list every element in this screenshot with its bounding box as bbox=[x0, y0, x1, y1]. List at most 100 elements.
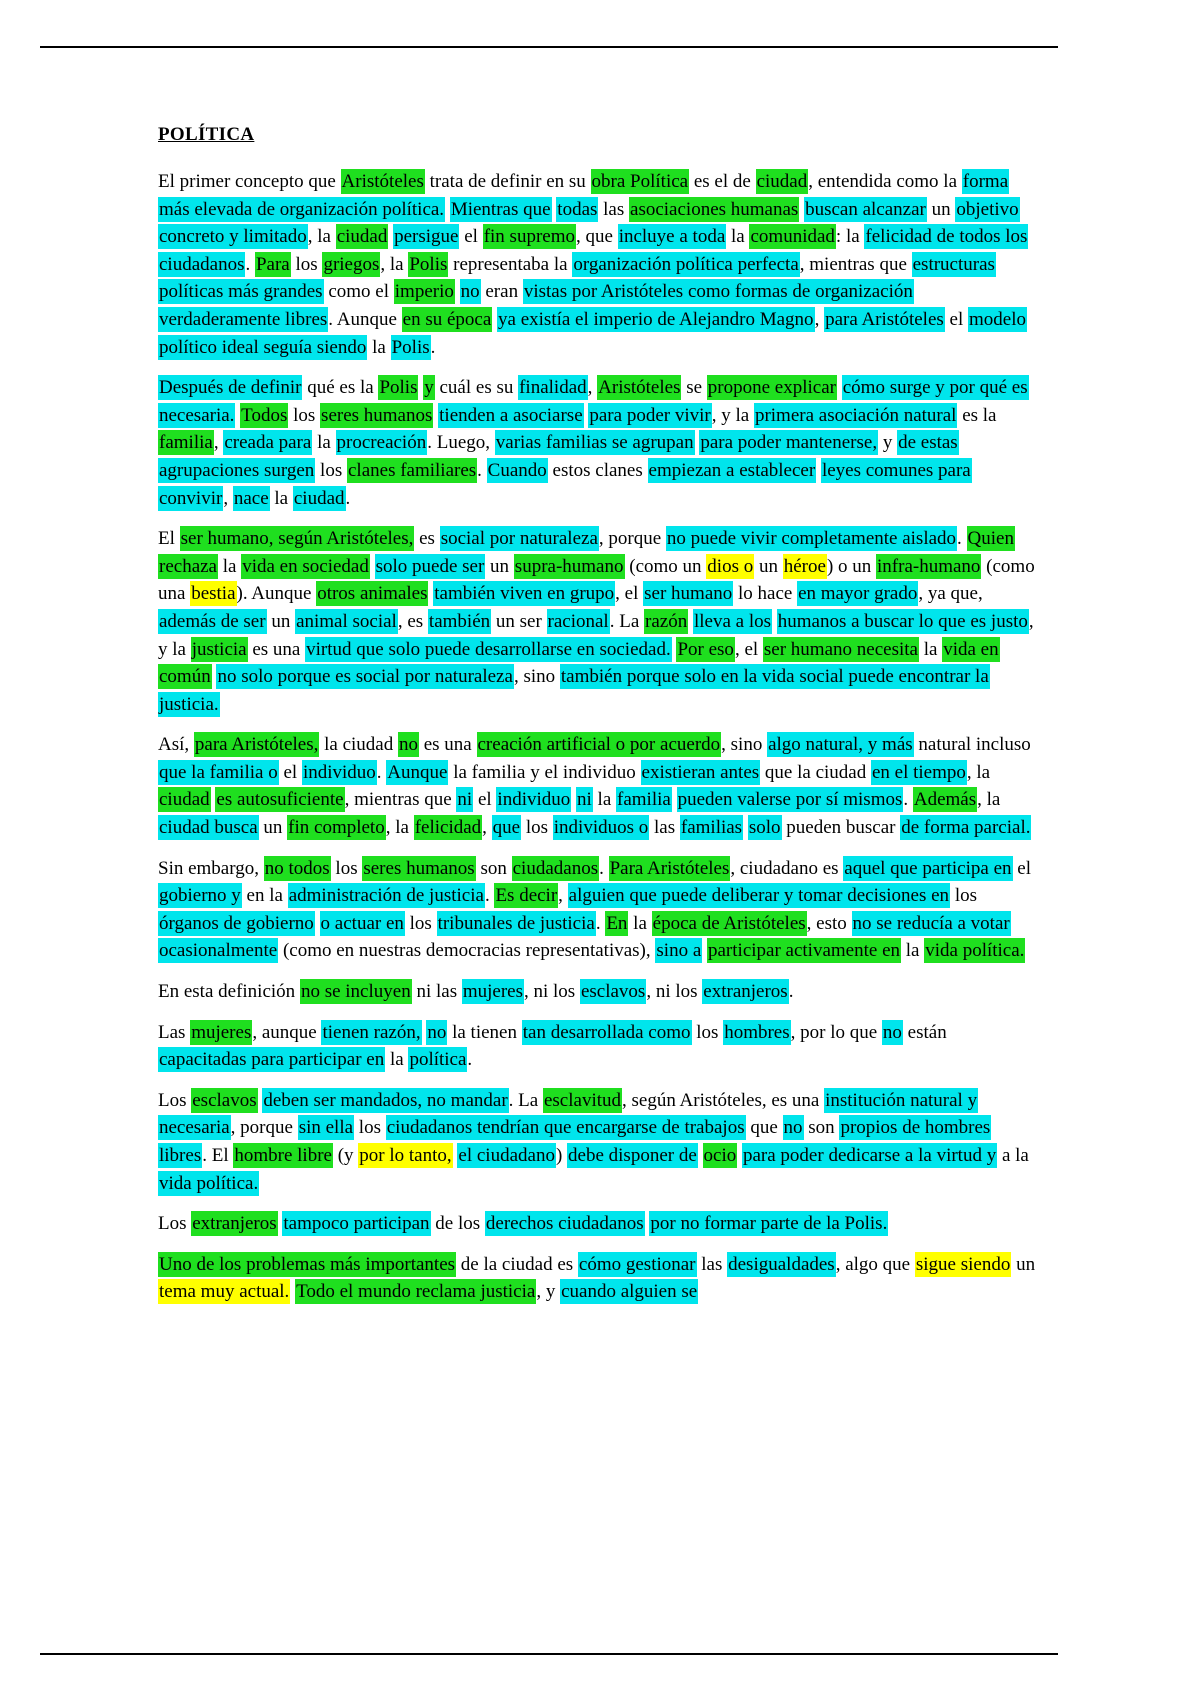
plain-text: y bbox=[878, 432, 898, 454]
plain-text: un bbox=[754, 555, 783, 577]
plain-text: . bbox=[245, 253, 255, 275]
highlight-cyan: administración de justicia bbox=[287, 883, 485, 909]
highlight-yellow: sigue siendo bbox=[914, 1251, 1012, 1277]
plain-text: . bbox=[788, 981, 794, 1003]
paragraph-3: El ser humano, según Aristóteles, es soc… bbox=[158, 525, 1038, 718]
plain-text: es el de bbox=[689, 171, 756, 192]
highlight-green: ser humano necesita bbox=[762, 636, 919, 662]
highlight-green: Polis bbox=[408, 251, 449, 277]
plain-text: , ni los bbox=[646, 981, 703, 1003]
highlight-green: hombre libre bbox=[233, 1143, 333, 1168]
plain-text: los bbox=[404, 912, 437, 934]
plain-text: , algo que bbox=[835, 1253, 915, 1275]
plain-text: la tienen bbox=[447, 1021, 522, 1043]
plain-text: , bbox=[558, 885, 568, 907]
plain-text: la ciudad bbox=[319, 734, 398, 756]
plain-text: , bbox=[223, 487, 233, 509]
plain-text: el bbox=[473, 789, 497, 811]
plain-text: que bbox=[745, 1117, 783, 1139]
plain-text: , ni los bbox=[524, 981, 580, 1003]
plain-text: , la bbox=[966, 761, 991, 783]
paragraph-2: Después de definir qué es la Polis y cuá… bbox=[158, 374, 1038, 512]
highlight-green: en su época bbox=[401, 306, 493, 332]
highlight-yellow: bestia bbox=[190, 581, 237, 607]
plain-text: los bbox=[290, 253, 323, 275]
plain-text: El primer concepto que bbox=[158, 171, 341, 192]
highlight-green: Polis bbox=[378, 375, 419, 401]
highlight-green: asociaciones humanas bbox=[629, 196, 800, 222]
plain-text: las bbox=[696, 1253, 728, 1275]
highlight-cyan: persigue bbox=[393, 224, 460, 250]
highlight-green: razón bbox=[644, 608, 689, 634]
plain-text: (como una bbox=[158, 555, 1035, 605]
plain-text: de la ciudad es bbox=[456, 1253, 578, 1275]
highlight-cyan: debe disponer de bbox=[567, 1143, 698, 1168]
paragraph-5: Sin embargo, no todos los seres humanos … bbox=[158, 855, 1038, 965]
plain-text: los bbox=[354, 1117, 386, 1139]
plain-text: , sino bbox=[513, 666, 560, 688]
plain-text: el bbox=[278, 761, 302, 783]
plain-text: están bbox=[902, 1021, 947, 1043]
plain-text: qué es la bbox=[302, 377, 379, 399]
plain-text: , por lo que bbox=[790, 1021, 882, 1043]
highlight-cyan: tienden a asociarse bbox=[438, 402, 584, 428]
plain-text: la bbox=[218, 555, 242, 577]
highlight-cyan: por no formar parte de la Polis. bbox=[649, 1211, 889, 1237]
plain-text: trata de definir en su bbox=[424, 171, 591, 192]
plain-text: , la bbox=[385, 817, 414, 839]
plain-text: lo hace bbox=[733, 583, 798, 605]
highlight-green: supra-humano bbox=[513, 553, 625, 579]
highlight-green: ciudad bbox=[335, 224, 389, 250]
plain-text: El bbox=[158, 528, 180, 550]
highlight-cyan: alguien que puede deliberar y tomar deci… bbox=[567, 883, 951, 909]
plain-text: , según Aristóteles, es una bbox=[622, 1089, 825, 1111]
highlight-cyan: o actuar en bbox=[319, 910, 405, 936]
highlight-green: ciudad bbox=[158, 787, 211, 813]
plain-text: . El bbox=[202, 1145, 234, 1166]
plain-text: , mientras que bbox=[344, 789, 457, 811]
highlight-cyan: ni bbox=[456, 787, 474, 813]
highlight-cyan: de forma parcial. bbox=[900, 815, 1032, 841]
plain-text: la bbox=[592, 789, 617, 811]
plain-text: en la bbox=[241, 885, 288, 907]
highlight-cyan: derechos ciudadanos bbox=[484, 1211, 645, 1237]
highlight-cyan: vida política. bbox=[158, 1170, 260, 1196]
highlight-green: esclavos bbox=[191, 1087, 258, 1113]
plain-text: los bbox=[288, 404, 321, 426]
paragraph-8: Los esclavos deben ser mandados, no mand… bbox=[158, 1087, 1038, 1197]
highlight-cyan: para poder vivir bbox=[588, 402, 712, 428]
highlight-green: esclavitud bbox=[542, 1087, 622, 1113]
plain-text: los bbox=[950, 885, 977, 907]
highlight-cyan: incluye a toda bbox=[617, 224, 727, 250]
highlight-green: Aristóteles bbox=[340, 169, 425, 194]
highlight-cyan: social por naturaleza bbox=[439, 526, 599, 552]
plain-text: , ya que, bbox=[918, 583, 983, 605]
highlight-green: Para bbox=[254, 251, 291, 277]
plain-text bbox=[455, 281, 460, 302]
plain-text: estos clanes bbox=[547, 459, 648, 481]
highlight-cyan: virtud que solo puede desarrollarse en s… bbox=[305, 636, 672, 662]
plain-text: un ser bbox=[491, 610, 547, 632]
plain-text: de los bbox=[430, 1213, 485, 1235]
highlight-green: mujeres bbox=[190, 1019, 253, 1045]
highlight-cyan: tienen razón, bbox=[321, 1019, 422, 1045]
highlight-cyan: individuos o bbox=[552, 815, 650, 841]
highlight-green: Uno de los problemas más importantes bbox=[158, 1251, 457, 1277]
plain-text: Los bbox=[158, 1089, 192, 1111]
plain-text: . bbox=[345, 487, 351, 509]
plain-text: cuál es su bbox=[434, 377, 519, 399]
highlight-cyan: nace bbox=[232, 485, 270, 511]
plain-text: , el bbox=[615, 583, 644, 605]
plain-text: , la bbox=[307, 226, 336, 248]
highlight-cyan: no bbox=[459, 279, 481, 305]
highlight-cyan: sin ella bbox=[297, 1115, 355, 1141]
highlight-cyan: gobierno y bbox=[158, 883, 242, 909]
highlight-cyan: también viven en grupo bbox=[433, 581, 616, 607]
plain-text: como el bbox=[323, 281, 394, 303]
plain-text: , y bbox=[536, 1281, 561, 1303]
plain-text: un bbox=[266, 610, 296, 632]
highlight-green: vida en sociedad bbox=[241, 553, 370, 579]
highlight-green: ciudadanos bbox=[511, 855, 600, 881]
plain-text: los bbox=[315, 459, 347, 481]
highlight-green: ocio bbox=[702, 1143, 738, 1168]
